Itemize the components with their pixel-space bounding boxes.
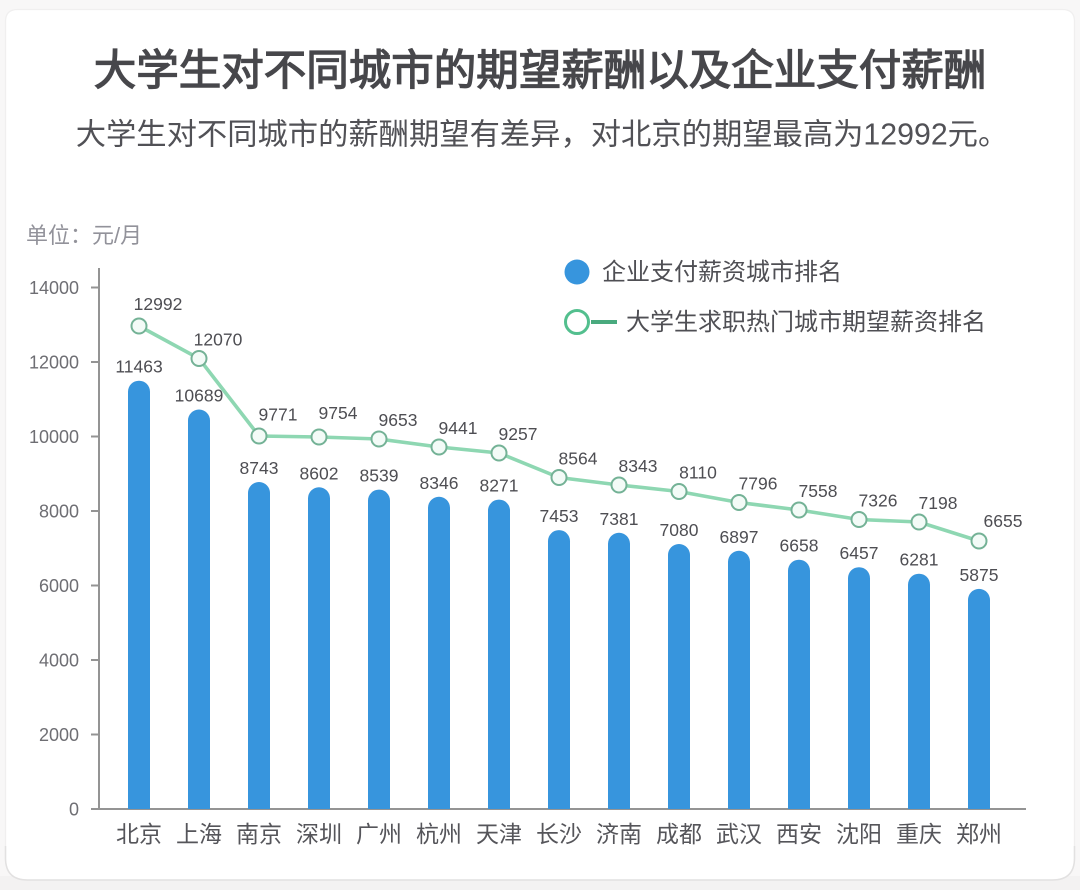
- svg-text:7080: 7080: [660, 520, 699, 540]
- svg-text:6281: 6281: [900, 550, 939, 570]
- svg-text:8110: 8110: [679, 463, 717, 483]
- svg-text:5875: 5875: [960, 565, 999, 585]
- svg-text:7326: 7326: [859, 491, 898, 511]
- svg-text:6000: 6000: [39, 576, 79, 596]
- svg-text:11463: 11463: [115, 357, 162, 377]
- svg-text:6897: 6897: [720, 527, 759, 547]
- svg-text:大学生对不同城市的薪酬期望有差异，对北京的期望最高为1299: 大学生对不同城市的薪酬期望有差异，对北京的期望最高为12992元。: [76, 118, 1009, 152]
- svg-text:8271: 8271: [480, 476, 519, 496]
- svg-text:12992: 12992: [134, 294, 183, 314]
- svg-text:14000: 14000: [29, 278, 79, 298]
- svg-text:8346: 8346: [420, 473, 459, 493]
- svg-text:北京: 北京: [116, 821, 162, 847]
- svg-text:7381: 7381: [600, 509, 639, 529]
- svg-text:济南: 济南: [596, 821, 642, 847]
- svg-text:10689: 10689: [175, 386, 224, 406]
- svg-text:9754: 9754: [319, 403, 358, 423]
- svg-text:9771: 9771: [259, 405, 298, 425]
- svg-text:6655: 6655: [984, 511, 1023, 531]
- svg-text:6457: 6457: [840, 543, 879, 563]
- svg-text:8343: 8343: [619, 456, 658, 476]
- svg-text:2000: 2000: [39, 725, 79, 745]
- svg-text:12000: 12000: [29, 352, 79, 372]
- svg-text:9257: 9257: [499, 424, 538, 444]
- svg-text:西安: 西安: [776, 821, 822, 847]
- svg-text:7198: 7198: [919, 493, 958, 513]
- svg-text:8564: 8564: [559, 449, 598, 469]
- svg-text:重庆: 重庆: [896, 821, 942, 847]
- svg-text:8602: 8602: [300, 463, 339, 483]
- svg-text:大学生求职热门城市期望薪资排名: 大学生求职热门城市期望薪资排名: [626, 309, 986, 336]
- svg-text:郑州: 郑州: [956, 821, 1002, 847]
- svg-text:0: 0: [69, 799, 79, 819]
- svg-text:8743: 8743: [240, 458, 279, 478]
- svg-text:武汉: 武汉: [716, 821, 762, 847]
- svg-text:9441: 9441: [439, 418, 478, 438]
- svg-text:7558: 7558: [799, 481, 838, 501]
- svg-text:6658: 6658: [780, 536, 819, 556]
- svg-text:8000: 8000: [39, 501, 79, 521]
- svg-text:长沙: 长沙: [536, 821, 582, 847]
- svg-text:上海: 上海: [176, 821, 222, 847]
- svg-text:南京: 南京: [236, 821, 282, 847]
- svg-text:7796: 7796: [739, 474, 778, 494]
- svg-text:8539: 8539: [360, 466, 399, 486]
- svg-text:4000: 4000: [39, 650, 79, 670]
- svg-text:企业支付薪资城市排名: 企业支付薪资城市排名: [602, 259, 842, 286]
- svg-text:深圳: 深圳: [296, 821, 342, 847]
- svg-text:12070: 12070: [194, 330, 243, 350]
- svg-text:10000: 10000: [29, 427, 79, 447]
- svg-text:大学生对不同城市的期望薪酬以及企业支付薪酬: 大学生对不同城市的期望薪酬以及企业支付薪酬: [94, 47, 987, 95]
- svg-text:天津: 天津: [476, 821, 522, 847]
- svg-text:广州: 广州: [356, 821, 402, 847]
- svg-text:杭州: 杭州: [416, 821, 462, 847]
- svg-text:沈阳: 沈阳: [836, 821, 882, 847]
- svg-text:7453: 7453: [540, 506, 579, 526]
- svg-text:单位：元/月: 单位：元/月: [26, 223, 142, 248]
- svg-text:9653: 9653: [379, 410, 418, 430]
- svg-text:成都: 成都: [656, 821, 702, 847]
